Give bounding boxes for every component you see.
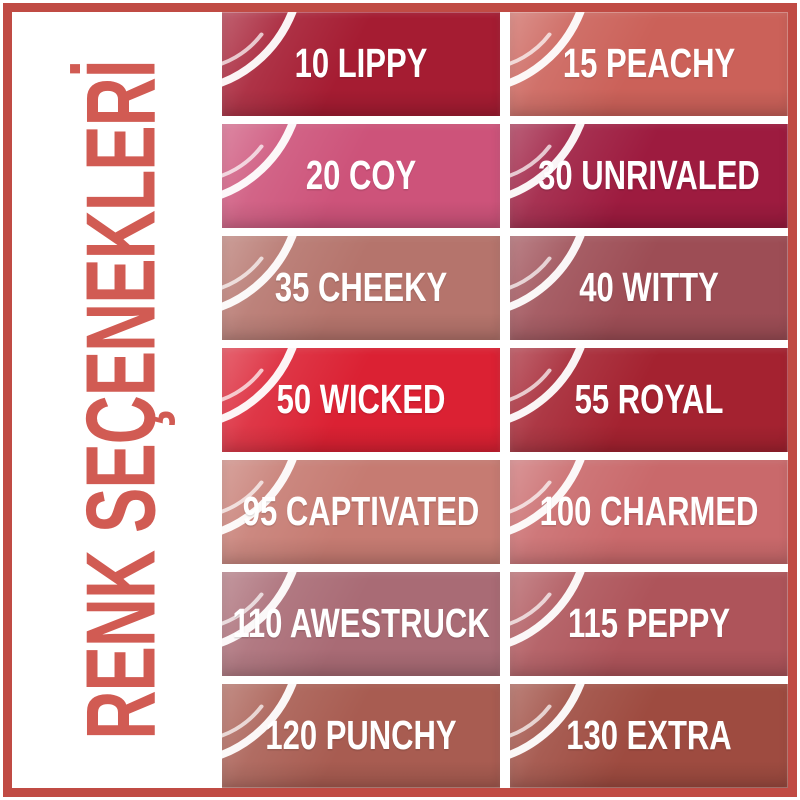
shade-swatch-115-peppy: 115 PEPPY [510,572,788,676]
shade-label: 100 CHARMED [539,488,759,535]
shade-label: 50 WICKED [276,376,446,423]
shade-label: 55 ROYAL [574,376,724,423]
vertical-title: RENK SEÇENEKLERİ [65,60,177,740]
shade-swatch-20-coy: 20 COY [222,124,500,228]
shade-grid: 10 LIPPY 15 PEACHY 20 COY 30 UNRIVALED [222,12,788,788]
shade-label: 130 EXTRA [566,712,732,759]
shade-label: 115 PEPPY [567,600,730,647]
shade-swatch-40-witty: 40 WITTY [510,236,788,340]
shade-label: 120 PUNCHY [265,712,457,759]
shade-label: 110 AWESTRUCK [232,600,490,647]
shade-swatch-95-captivated: 95 CAPTIVATED [222,460,500,564]
shade-swatch-120-punchy: 120 PUNCHY [222,684,500,788]
shade-label: 10 LIPPY [294,40,428,87]
shade-label: 30 UNRIVALED [538,152,760,199]
shade-label: 40 WITTY [579,264,719,311]
shade-swatch-10-lippy: 10 LIPPY [222,12,500,116]
shade-swatch-100-charmed: 100 CHARMED [510,460,788,564]
shade-swatch-55-royal: 55 ROYAL [510,348,788,452]
shade-swatch-15-peachy: 15 PEACHY [510,12,788,116]
shade-label: 20 COY [305,152,417,199]
shade-swatch-130-extra: 130 EXTRA [510,684,788,788]
shade-label: 15 PEACHY [562,40,736,87]
shade-label: 35 CHEEKY [274,264,448,311]
shade-swatch-30-unrivaled: 30 UNRIVALED [510,124,788,228]
shade-swatch-35-cheeky: 35 CHEEKY [222,236,500,340]
shade-swatch-110-awestruck: 110 AWESTRUCK [222,572,500,676]
shade-swatch-50-wicked: 50 WICKED [222,348,500,452]
shade-label: 95 CAPTIVATED [242,488,480,535]
